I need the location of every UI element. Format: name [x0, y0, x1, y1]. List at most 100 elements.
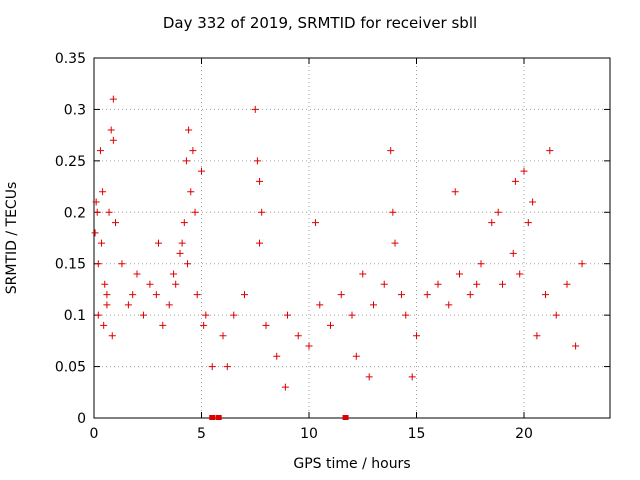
y-tick-label: 0.35	[55, 51, 86, 67]
data-point	[281, 383, 289, 391]
data-point	[139, 311, 147, 319]
data-point	[155, 239, 162, 247]
x-tick-label: 20	[515, 426, 533, 442]
data-point	[172, 280, 180, 288]
data-point	[94, 311, 102, 319]
data-point	[178, 239, 186, 247]
data-point	[473, 280, 481, 288]
data-point	[200, 321, 208, 329]
data-point	[542, 291, 549, 299]
data-point	[365, 373, 373, 381]
data-point	[185, 126, 193, 134]
data-point	[327, 321, 334, 329]
data-point	[146, 280, 154, 288]
data-point	[184, 260, 192, 268]
data-point	[273, 352, 281, 360]
data-point	[337, 291, 345, 299]
data-point	[387, 147, 395, 155]
data-point	[397, 291, 405, 299]
data-point	[103, 301, 111, 309]
data-point	[423, 291, 431, 299]
data-point	[223, 363, 231, 371]
data-point	[466, 291, 474, 299]
data-point	[176, 249, 184, 257]
data-point	[98, 239, 106, 247]
data-point	[572, 342, 580, 350]
data-point	[109, 136, 117, 144]
data-point	[94, 260, 102, 268]
data-point	[202, 311, 210, 319]
data-point	[165, 301, 173, 309]
data-point	[370, 301, 377, 309]
data-point	[91, 229, 99, 237]
x-tick-label: 5	[197, 426, 206, 442]
data-point	[152, 291, 160, 299]
data-point	[552, 311, 560, 319]
data-point	[191, 208, 199, 216]
data-point	[256, 177, 264, 185]
data-point	[520, 167, 528, 175]
data-point	[509, 249, 517, 257]
data-point	[402, 311, 410, 319]
data-point	[391, 239, 399, 247]
chart-title: Day 332 of 2019, SRMTID for receiver sbl…	[162, 14, 478, 32]
data-point	[159, 321, 167, 329]
zero-marker	[342, 415, 349, 420]
data-point	[477, 260, 485, 268]
y-tick-label: 0	[77, 411, 86, 427]
data-point	[198, 167, 205, 175]
data-point	[256, 239, 264, 247]
data-point	[170, 270, 178, 278]
data-point	[101, 280, 109, 288]
data-point	[103, 291, 111, 299]
x-tick-label: 15	[408, 426, 426, 442]
y-tick-label: 0.05	[55, 360, 86, 376]
data-point	[445, 301, 453, 309]
data-point	[253, 157, 261, 165]
data-point	[311, 219, 319, 227]
data-point	[208, 363, 216, 371]
plot-frame	[93, 57, 611, 419]
data-point	[348, 311, 356, 319]
y-tick-label: 0.3	[64, 102, 86, 118]
x-axis-label: GPS time / hours	[293, 456, 411, 472]
data-point	[112, 219, 119, 227]
data-point	[389, 208, 397, 216]
data-point	[99, 188, 107, 196]
data-point	[100, 321, 108, 329]
data-point	[284, 311, 291, 319]
data-point	[129, 291, 137, 299]
data-point	[563, 280, 571, 288]
y-tick-label: 0.1	[64, 308, 86, 324]
data-point	[219, 332, 227, 340]
data-point	[182, 157, 190, 165]
zero-marker	[209, 415, 216, 420]
data-point	[251, 105, 259, 113]
data-point	[93, 208, 101, 216]
data-point	[578, 260, 586, 268]
data-point	[456, 270, 463, 278]
data-point	[434, 280, 442, 288]
data-point	[187, 188, 195, 196]
data-point	[511, 177, 519, 185]
y-tick-label: 0.2	[64, 205, 86, 221]
y-axis-label: SRMTID / TECUs	[4, 181, 20, 295]
data-point	[230, 311, 238, 319]
data-point	[189, 147, 197, 155]
data-point	[258, 208, 266, 216]
data-point	[380, 280, 388, 288]
data-point	[294, 332, 302, 340]
data-point	[499, 280, 506, 288]
data-point	[118, 260, 126, 268]
data-point	[516, 270, 524, 278]
data-point	[316, 301, 324, 309]
data-point	[352, 352, 360, 360]
data-point	[305, 342, 313, 350]
data-point	[133, 270, 141, 278]
data-point	[105, 208, 113, 216]
x-tick-label: 10	[300, 426, 318, 442]
data-point	[413, 332, 420, 340]
data-point	[494, 208, 502, 216]
data-point	[262, 321, 270, 329]
y-tick-label: 0.25	[55, 154, 86, 170]
